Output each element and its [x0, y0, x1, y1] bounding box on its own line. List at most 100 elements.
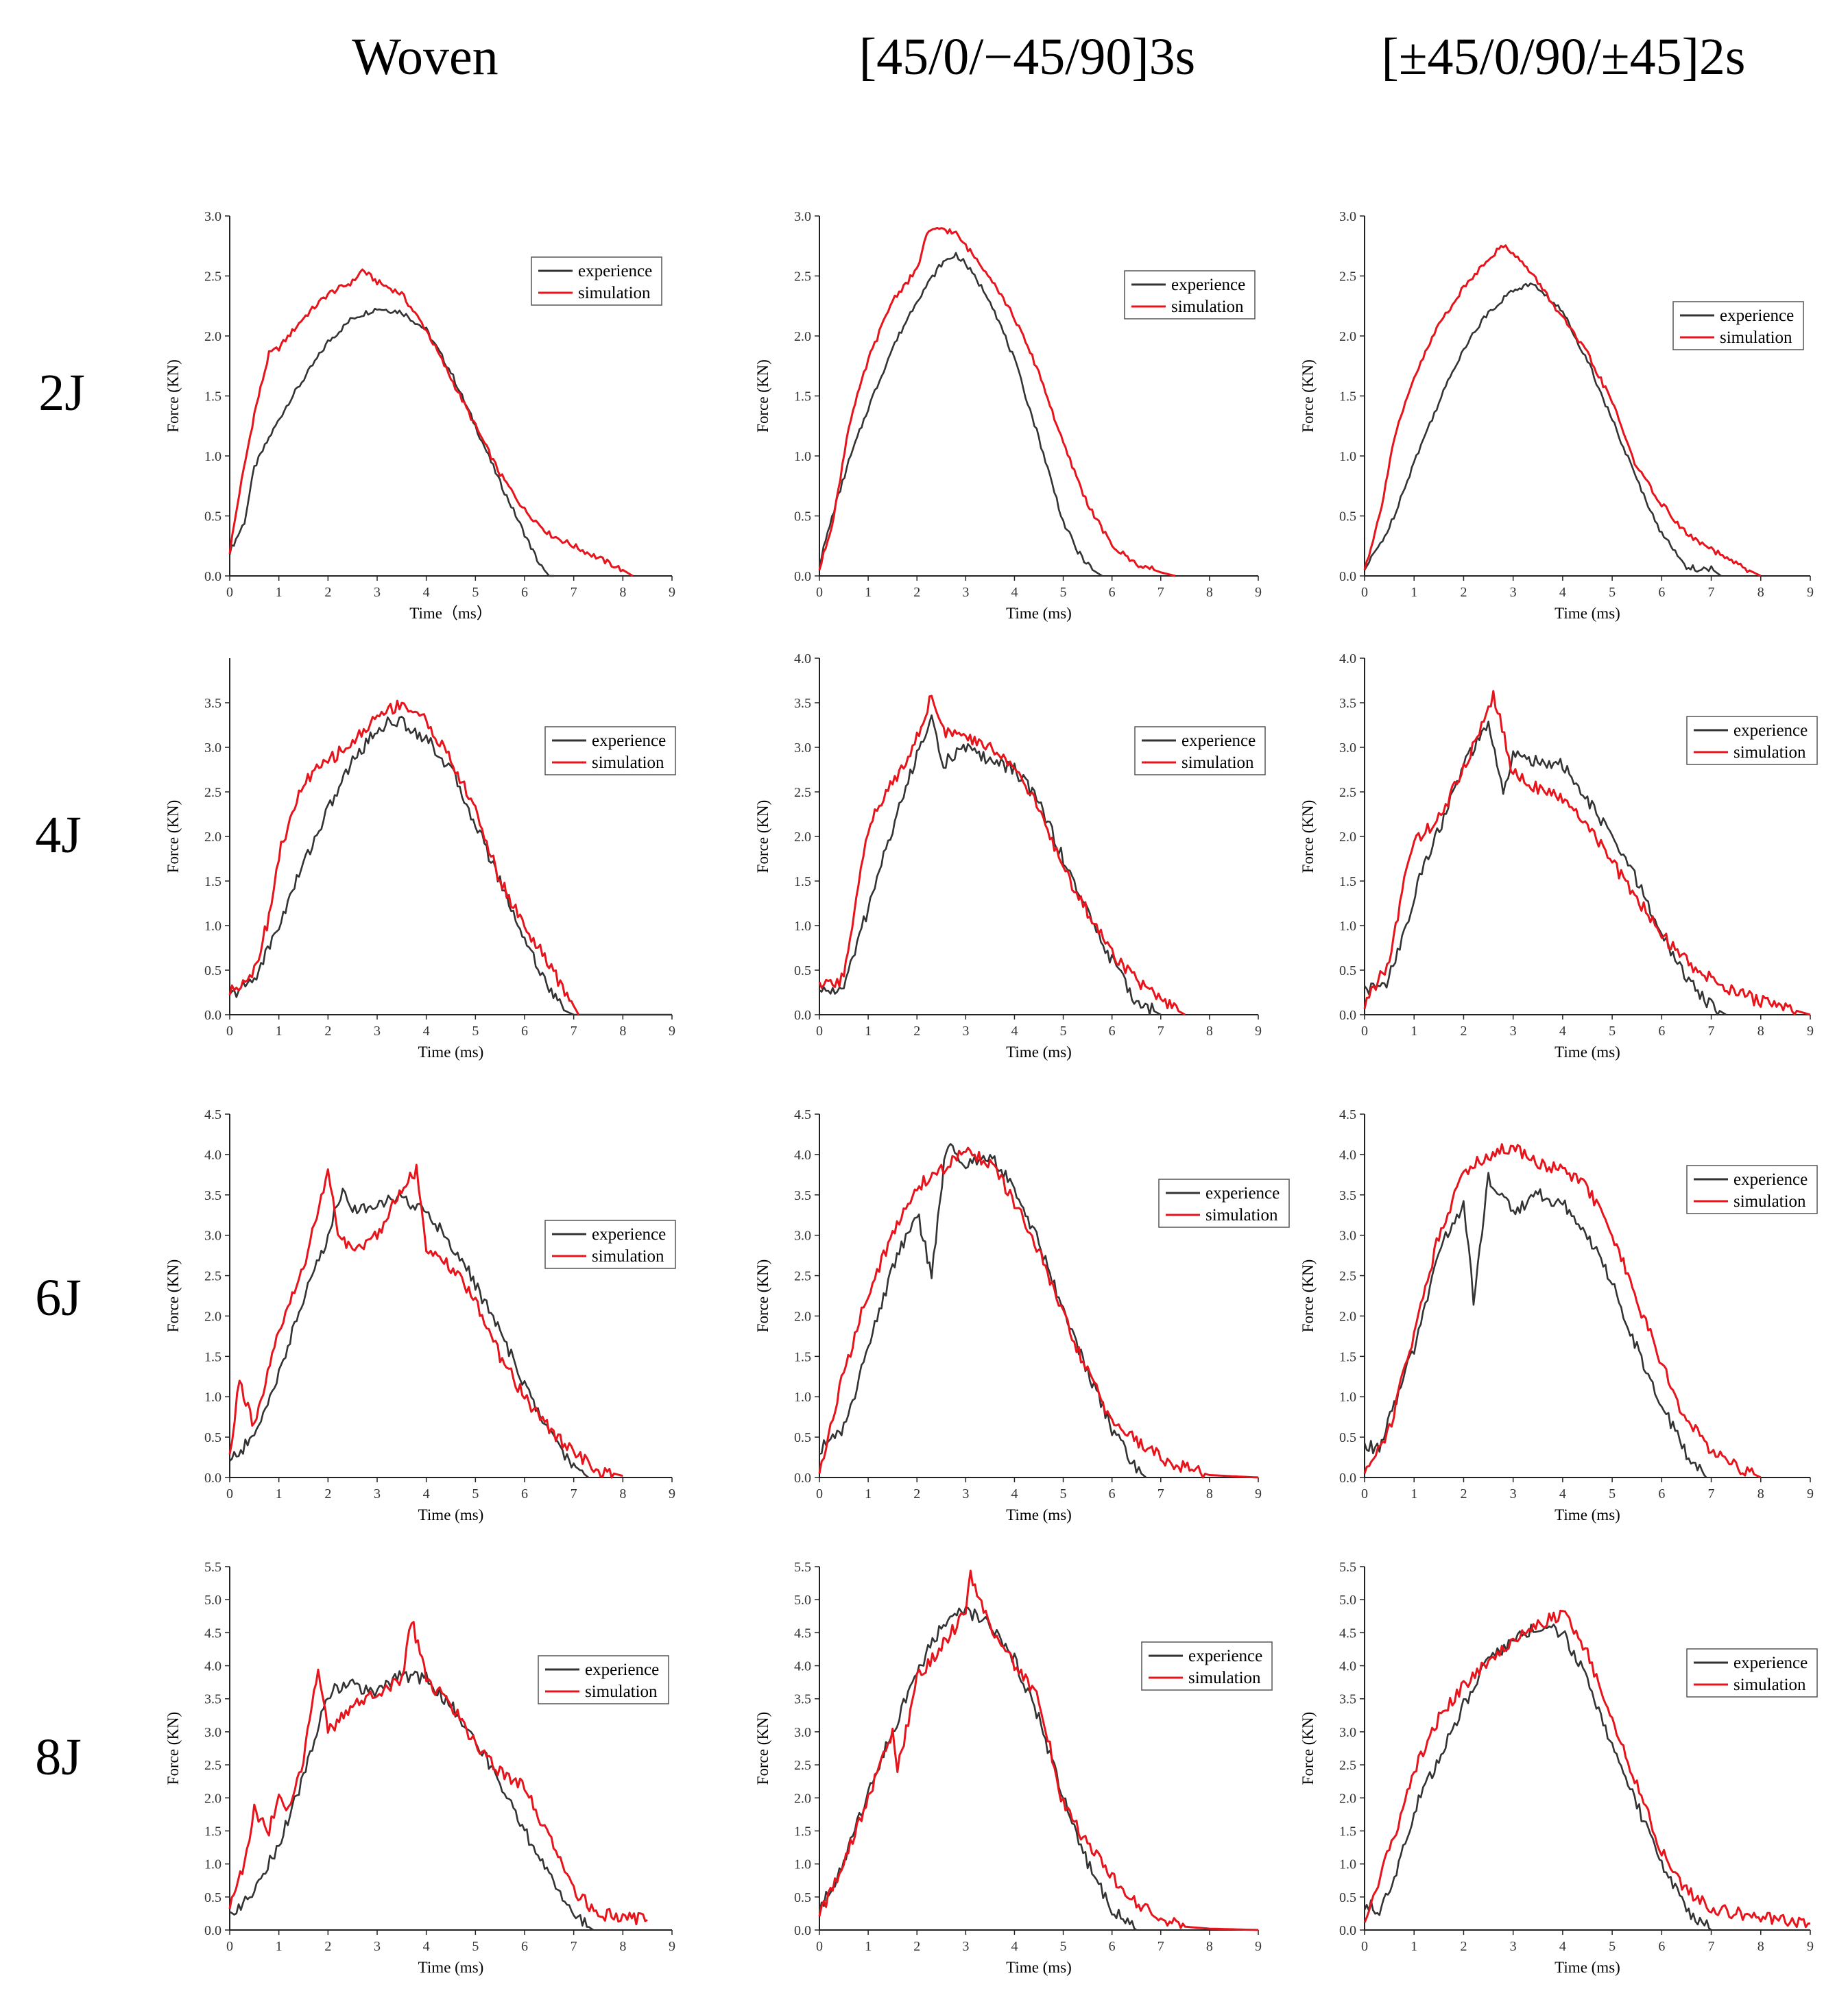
y-tick-label: 2.0: [1339, 1791, 1356, 1806]
y-axis-label: Force (KN): [1299, 1259, 1317, 1333]
legend-box: [1134, 726, 1266, 775]
y-tick-label: 5.5: [204, 1560, 221, 1575]
legend-box: [531, 256, 662, 306]
x-tick-label: 5: [1060, 1939, 1067, 1954]
x-tick-label: 2: [324, 585, 331, 600]
x-tick-label: 3: [962, 1486, 969, 1502]
x-tick-label: 0: [226, 1024, 233, 1039]
x-tick-label: 7: [571, 1024, 577, 1039]
y-tick-label: 3.0: [204, 740, 221, 756]
y-tick-label: 2.5: [1339, 1758, 1356, 1773]
y-tick-label: 2.5: [1339, 1269, 1356, 1284]
x-tick-label: 3: [374, 1024, 381, 1039]
x-tick-label: 1: [276, 1486, 283, 1502]
experience-series-line: [229, 1187, 590, 1479]
x-tick-label: 8: [1206, 585, 1213, 600]
x-tick-label: 0: [226, 1939, 233, 1954]
x-tick-label: 2: [324, 1939, 331, 1954]
x-tick-label: 7: [1708, 1486, 1715, 1502]
x-tick-label: 1: [865, 1024, 872, 1039]
y-tick-label: 1.0: [204, 1390, 221, 1405]
y-tick-label: 1.0: [1339, 1857, 1356, 1872]
chart-panel: 0 1 2 3 4 5 6 7 8 9 0.0 0.5 1.0 1.5 2.0 2.5 3.0 Time (ms)…: [1299, 209, 1814, 622]
y-tick-label: 2.0: [204, 1309, 221, 1324]
y-axis-label: Force (KN): [165, 1712, 182, 1785]
x-tick-label: 1: [276, 585, 283, 600]
experience-series-line: [1363, 721, 1727, 1016]
x-tick-label: 0: [1361, 1486, 1368, 1502]
x-tick-label: 0: [1361, 1024, 1368, 1039]
simulation-series-line: [1363, 690, 1811, 1016]
simulation-series-line: [818, 695, 1186, 1016]
y-tick-label: 3.0: [794, 209, 811, 224]
legend-label-simulation: simulation: [578, 284, 651, 302]
y-tick-label: 0.0: [1339, 1008, 1356, 1023]
x-tick-label: 1: [276, 1024, 283, 1039]
legend: experience simulation: [531, 256, 662, 306]
y-tick-label: 1.0: [1339, 1390, 1356, 1405]
y-tick-label: 1.0: [1339, 449, 1356, 464]
x-tick-label: 5: [1060, 1024, 1067, 1039]
legend: experience simulation: [1672, 301, 1804, 350]
x-tick-label: 4: [1559, 1024, 1566, 1039]
x-axis-label: Time (ms): [1555, 605, 1620, 622]
y-axis-label: Force (KN): [165, 359, 182, 433]
y-tick-label: 0.0: [1339, 569, 1356, 584]
column-title-layup-1: [45/0/−45/90]3s: [859, 28, 1196, 86]
y-tick-label: 1.0: [204, 919, 221, 934]
x-tick-label: 5: [1609, 585, 1616, 600]
simulation-series-line: [228, 268, 634, 577]
y-tick-label: 0.0: [1339, 1923, 1356, 1938]
y-tick-label: 0.5: [794, 1430, 811, 1445]
chart-panel: 0 1 2 3 4 5 6 7 8 9 0.0 0.5 1.0 1.5 2.0 2.5 3.0 3.5 4.0 Tim…: [1299, 651, 1818, 1061]
y-tick-label: 1.0: [794, 919, 811, 934]
y-tick-label: 3.0: [1339, 209, 1356, 224]
y-tick-label: 5.0: [1339, 1593, 1356, 1608]
x-tick-label: 4: [1011, 1939, 1018, 1954]
y-tick-label: 1.5: [794, 1824, 811, 1839]
y-tick-label: 3.5: [794, 696, 811, 711]
x-tick-label: 2: [913, 585, 920, 600]
y-tick-label: 2.5: [204, 1269, 221, 1284]
y-tick-label: 0.0: [1339, 1471, 1356, 1486]
y-tick-label: 3.0: [794, 740, 811, 756]
y-tick-label: 4.0: [1339, 1659, 1356, 1674]
x-tick-label: 3: [374, 1486, 381, 1502]
x-tick-label: 5: [1609, 1024, 1616, 1039]
legend-label-experience: experience: [1720, 306, 1794, 325]
x-tick-label: 0: [1361, 585, 1368, 600]
x-tick-label: 4: [423, 1024, 430, 1039]
y-tick-label: 0.5: [204, 1890, 221, 1905]
x-tick-label: 8: [619, 585, 626, 600]
x-tick-label: 4: [1559, 1486, 1566, 1502]
chart-panel: 0 1 2 3 4 5 6 7 8 9 0.0 0.5 1.0 1.5 2.0 2.5 3.0 3.5 4.0 4.5…: [1299, 1560, 1818, 1976]
x-tick-label: 3: [962, 585, 969, 600]
y-tick-label: 0.5: [794, 1890, 811, 1905]
x-tick-label: 9: [1255, 1024, 1262, 1039]
y-tick-label: 2.0: [204, 1791, 221, 1806]
x-tick-label: 2: [324, 1486, 331, 1502]
x-tick-label: 6: [1658, 585, 1665, 600]
legend-label-simulation: simulation: [1720, 328, 1792, 347]
y-tick-label: 0.5: [1339, 963, 1356, 978]
x-axis-label: Time (ms): [418, 1959, 484, 1976]
y-tick-label: 0.0: [204, 1471, 221, 1486]
y-tick-label: 2.5: [794, 1269, 811, 1284]
x-tick-label: 3: [1510, 1939, 1517, 1954]
y-axis-label: Force (KN): [754, 359, 771, 433]
x-tick-label: 7: [571, 585, 577, 600]
x-tick-label: 9: [669, 1486, 675, 1502]
x-tick-label: 6: [1109, 1486, 1116, 1502]
x-tick-label: 9: [1807, 1486, 1814, 1502]
y-tick-label: 1.0: [204, 1857, 221, 1872]
x-tick-label: 8: [619, 1486, 626, 1502]
legend-label-experience: experience: [1171, 276, 1245, 294]
legend: experience simulation: [1686, 1648, 1818, 1698]
column-title-woven: Woven: [352, 28, 499, 86]
x-tick-label: 7: [571, 1486, 577, 1502]
legend: experience simulation: [1124, 270, 1256, 319]
y-tick-label: 2.5: [794, 269, 811, 285]
x-tick-label: 9: [1255, 1486, 1262, 1502]
x-axis-label: Time (ms): [418, 1506, 484, 1523]
y-tick-label: 4.0: [1339, 1148, 1356, 1163]
